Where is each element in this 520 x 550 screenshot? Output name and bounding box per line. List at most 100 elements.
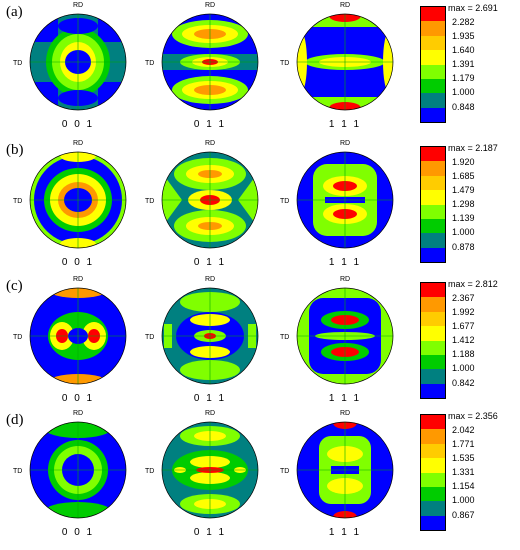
rd-label: RD: [204, 410, 216, 417]
plane-label: 0 0 1: [61, 257, 95, 268]
legend-value: 0.867: [452, 510, 475, 520]
pole-figure-111: RD TD 1 1 1: [280, 140, 395, 270]
rd-label: RD: [204, 2, 216, 9]
legend-value: 2.042: [452, 425, 475, 435]
pole-figure-plot: [29, 151, 127, 249]
legend-swatches: [420, 414, 446, 531]
legend-swatches: [420, 282, 446, 399]
row-label: (d): [6, 412, 24, 428]
legend-swatches: [420, 6, 446, 123]
legend-max: max = 2.356: [448, 411, 498, 421]
legend-value: 1.000: [452, 87, 475, 97]
pole-figure-001: RD TD 0 0 1: [13, 410, 128, 540]
td-label: TD: [13, 334, 23, 341]
legend-value: 1.677: [452, 321, 475, 331]
rd-label: RD: [72, 276, 84, 283]
rd-label: RD: [72, 140, 84, 147]
legend-value: 1.640: [452, 45, 475, 55]
td-label: TD: [145, 468, 155, 475]
legend-value: 0.842: [452, 378, 475, 388]
pole-figure-111: RD TD 1 1 1: [280, 276, 395, 406]
legend-max: max = 2.187: [448, 143, 498, 153]
pole-figure-plot: [296, 421, 394, 519]
pole-figure-plot: [296, 287, 394, 385]
pole-figure-111: RD TD 1 1 1: [280, 410, 395, 540]
legend-value: 1.000: [452, 363, 475, 373]
pole-figure-plot: [161, 13, 259, 111]
pole-figure-plot: [29, 287, 127, 385]
legend-value: 1.920: [452, 157, 475, 167]
pole-figure-plot: [296, 151, 394, 249]
td-label: TD: [280, 198, 290, 205]
legend-value: 1.391: [452, 59, 475, 69]
legend-max: max = 2.691: [448, 3, 498, 13]
legend-swatches: [420, 146, 446, 263]
plane-label: 1 1 1: [328, 393, 362, 404]
td-label: TD: [145, 60, 155, 67]
td-label: TD: [280, 60, 290, 67]
color-scale-legend: max = 2.812 2.367 1.992 1.677 1.412 1.18…: [420, 279, 498, 400]
pole-figure-001: RD TD 0 0 1: [13, 2, 128, 132]
legend-value: 1.139: [452, 213, 475, 223]
plane-label: 0 0 1: [61, 393, 95, 404]
pole-figure-011: RD TD 0 1: [145, 276, 260, 406]
plane-label: 0 1 1: [193, 527, 227, 538]
pole-figure-plot: [29, 13, 127, 111]
legend-value: 1.000: [452, 227, 475, 237]
legend-max: max = 2.812: [448, 279, 498, 289]
pole-figure-001: RD TD 0 0 1: [13, 140, 128, 270]
legend-value: 1.000: [452, 495, 475, 505]
legend-value: 1.298: [452, 199, 475, 209]
rd-label: RD: [339, 140, 351, 147]
plane-label: 0 1 1: [193, 119, 227, 130]
rd-label: RD: [72, 410, 84, 417]
plane-label: 1 1 1: [328, 527, 362, 538]
rd-label: RD: [72, 2, 84, 9]
legend-value: 1.685: [452, 171, 475, 181]
pole-figure-111: RD TD 1 1 1: [280, 2, 395, 132]
pole-figure-plot: [161, 287, 259, 385]
pole-figure-001: RD TD 0 0 1: [13, 276, 128, 406]
pole-figure-011: RD TD: [145, 140, 260, 270]
td-label: TD: [145, 198, 155, 205]
td-label: TD: [280, 468, 290, 475]
row-label: (b): [6, 142, 24, 158]
color-scale-legend: max = 2.691 2.282 1.935 1.640 1.391 1.17…: [420, 3, 498, 124]
rd-label: RD: [204, 140, 216, 147]
td-label: TD: [13, 468, 23, 475]
legend-value: 0.848: [452, 102, 475, 112]
legend-value: 1.154: [452, 481, 475, 491]
legend-value: 1.412: [452, 335, 475, 345]
plane-label: 1 1 1: [328, 257, 362, 268]
row-c: (c) RD TD: [0, 276, 520, 411]
pole-figure-plot: [161, 421, 259, 519]
plane-label: 1 1 1: [328, 119, 362, 130]
legend-value: 1.179: [452, 73, 475, 83]
legend-value: 1.992: [452, 307, 475, 317]
plane-label: 0 1 1: [193, 393, 227, 404]
td-label: TD: [13, 198, 23, 205]
rd-label: RD: [204, 276, 216, 283]
plane-label: 0 0 1: [61, 119, 95, 130]
legend-value: 1.535: [452, 453, 475, 463]
legend-value: 0.878: [452, 242, 475, 252]
row-label: (c): [6, 278, 23, 294]
plane-label: 0 0 1: [61, 527, 95, 538]
pole-figure-plot: [296, 13, 394, 111]
pole-figure-011: RD TD: [145, 2, 260, 132]
rd-label: RD: [339, 410, 351, 417]
row-label: (a): [6, 4, 23, 20]
legend-value: 1.188: [452, 349, 475, 359]
row-a: (a) RD TD: [0, 2, 520, 137]
legend-value: 1.935: [452, 31, 475, 41]
legend-value: 2.367: [452, 293, 475, 303]
color-scale-legend: max = 2.187 1.920 1.685 1.479 1.298 1.13…: [420, 143, 498, 264]
td-label: TD: [145, 334, 155, 341]
legend-value: 1.331: [452, 467, 475, 477]
rd-label: RD: [339, 276, 351, 283]
td-label: TD: [280, 334, 290, 341]
legend-value: 1.771: [452, 439, 475, 449]
row-d: (d) RD TD 0 0 1 RD: [0, 410, 520, 545]
pole-figure-plot: [29, 421, 127, 519]
legend-value: 2.282: [452, 17, 475, 27]
